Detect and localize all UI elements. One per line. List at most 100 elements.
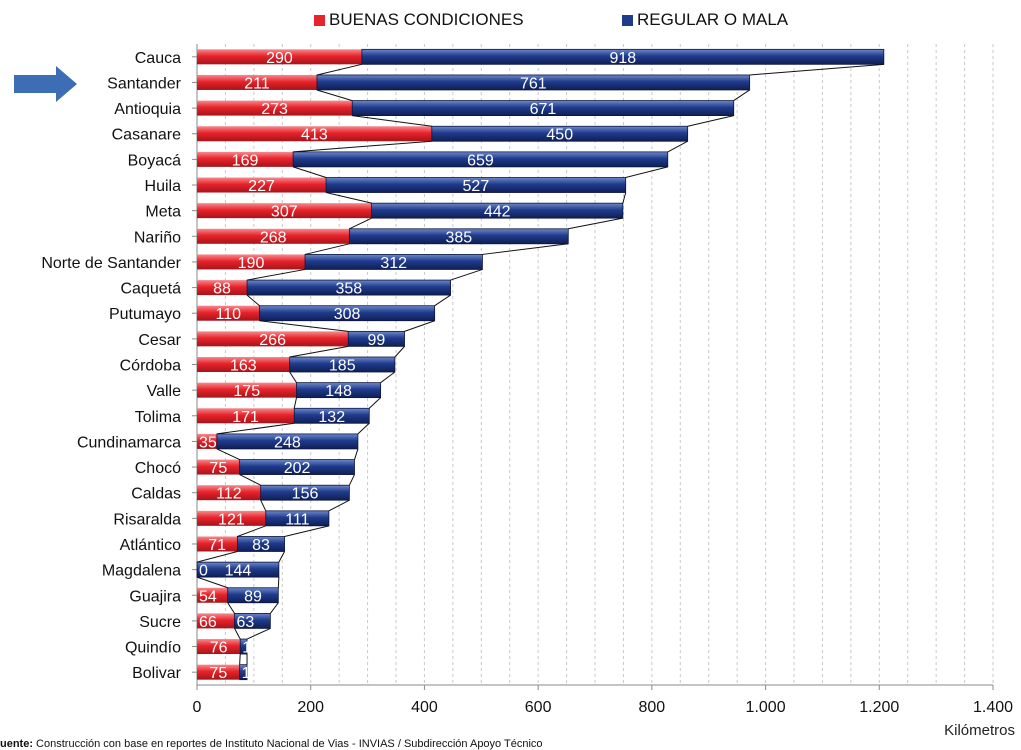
bar-bad bbox=[316, 74, 751, 91]
data-label-bad: 89 bbox=[244, 588, 262, 605]
source-note-prefix: uente: bbox=[0, 738, 33, 750]
data-label-bad: 385 bbox=[445, 229, 472, 246]
bar-good bbox=[197, 613, 235, 629]
category-label: Caquetá bbox=[121, 281, 182, 298]
category-label: Putumayo bbox=[109, 306, 181, 323]
data-label-good: 75 bbox=[209, 665, 227, 682]
data-label-bad: 659 bbox=[467, 152, 494, 169]
bar-good bbox=[197, 459, 240, 475]
bar-bad bbox=[259, 305, 436, 322]
bar-bad bbox=[234, 613, 271, 629]
category-label: Casanare bbox=[112, 127, 181, 144]
data-label-good: 211 bbox=[244, 75, 270, 92]
data-label-good: 75 bbox=[209, 460, 227, 477]
data-label-good: 88 bbox=[213, 281, 231, 298]
category-label: Atlántico bbox=[120, 537, 181, 554]
x-tick-label: 800 bbox=[639, 699, 666, 716]
bar-good bbox=[197, 177, 327, 193]
data-label-bad: 248 bbox=[274, 434, 301, 451]
data-label-bad: 312 bbox=[380, 255, 407, 272]
bar-good bbox=[197, 126, 432, 142]
legend-swatch-bad bbox=[622, 14, 633, 26]
data-label-good: 273 bbox=[261, 101, 288, 118]
bar-bad bbox=[239, 664, 248, 681]
data-label-bad: 185 bbox=[329, 358, 356, 375]
category-label: Santander bbox=[107, 75, 182, 92]
data-label-bad: 12 bbox=[242, 640, 260, 657]
category-label: Cundinamarca bbox=[77, 434, 181, 451]
bar-good bbox=[197, 433, 217, 449]
bar-good bbox=[197, 664, 240, 680]
bar-bad bbox=[361, 48, 885, 65]
data-label-good: 121 bbox=[218, 511, 245, 528]
category-label: Valle bbox=[147, 383, 181, 400]
bar-good bbox=[197, 305, 260, 321]
bar-good bbox=[197, 382, 297, 398]
data-label-good: 307 bbox=[271, 204, 298, 221]
category-label: Nariño bbox=[134, 229, 181, 246]
category-label: Bolivar bbox=[132, 665, 182, 682]
category-label: Magdalena bbox=[102, 563, 181, 580]
bar-good bbox=[197, 49, 362, 65]
data-label-good: 171 bbox=[232, 409, 259, 426]
x-tick-label: 0 bbox=[193, 699, 202, 716]
data-label-good: 268 bbox=[260, 229, 287, 246]
data-label-bad: 156 bbox=[292, 486, 319, 503]
data-label-bad: 671 bbox=[530, 101, 557, 118]
data-label-good: 66 bbox=[199, 614, 217, 631]
data-label-good: 190 bbox=[238, 255, 265, 272]
data-label-bad: 144 bbox=[225, 563, 252, 580]
legend-swatch-good bbox=[314, 14, 325, 26]
bar-bad bbox=[239, 638, 248, 655]
bar-bad bbox=[351, 100, 735, 116]
bar-bad bbox=[246, 279, 451, 296]
bar-bad bbox=[260, 484, 350, 501]
source-note-text: Construcción con base en reportes de Ins… bbox=[33, 738, 543, 750]
bar-good bbox=[197, 280, 248, 296]
data-label-bad: 442 bbox=[484, 204, 511, 221]
bar-bad bbox=[196, 561, 280, 578]
category-label: Quindío bbox=[125, 640, 181, 657]
data-label-good: 413 bbox=[301, 127, 328, 144]
bar-bad bbox=[227, 587, 279, 604]
data-label-bad: 148 bbox=[325, 383, 352, 400]
category-label: Córdoba bbox=[120, 358, 181, 375]
bar-bad bbox=[236, 536, 285, 552]
legend-item-bad: REGULAR O MALA bbox=[622, 10, 788, 30]
bar-good bbox=[197, 74, 317, 90]
data-label-good: 266 bbox=[259, 332, 286, 349]
data-label-good: 175 bbox=[233, 383, 260, 400]
category-label: Sucre bbox=[139, 614, 181, 631]
bar-bad bbox=[348, 228, 569, 245]
bar-bad bbox=[216, 433, 359, 450]
bar-good bbox=[197, 485, 261, 501]
bar-bad bbox=[293, 407, 370, 424]
category-label: Risaralda bbox=[113, 511, 181, 528]
bar-bad bbox=[371, 202, 624, 219]
bar-good bbox=[197, 357, 290, 372]
category-label: Huila bbox=[145, 178, 182, 195]
x-tick-label: 1.000 bbox=[746, 699, 786, 716]
category-label: Boyacá bbox=[128, 152, 181, 169]
category-label: Tolima bbox=[135, 409, 181, 426]
data-label-bad: 450 bbox=[546, 127, 573, 144]
data-label-bad: 527 bbox=[463, 178, 490, 195]
data-label-bad: 761 bbox=[520, 75, 547, 92]
bar-good bbox=[197, 254, 306, 270]
bar-good bbox=[197, 151, 294, 167]
data-label-good: 163 bbox=[230, 358, 257, 375]
data-label-good: 54 bbox=[199, 588, 217, 605]
data-label-good: 110 bbox=[216, 306, 242, 323]
data-label-bad: 63 bbox=[237, 614, 255, 631]
category-label: Norte de Santander bbox=[41, 255, 181, 272]
bar-good bbox=[197, 100, 353, 116]
category-label: Caldas bbox=[131, 486, 181, 503]
bar-bad bbox=[431, 125, 689, 142]
bar-good bbox=[197, 587, 228, 603]
category-label: Guajira bbox=[129, 588, 181, 605]
bar-bad bbox=[292, 151, 669, 168]
bar-bad bbox=[304, 254, 483, 270]
category-label: Chocó bbox=[135, 460, 181, 477]
data-label-good: 169 bbox=[232, 152, 259, 169]
category-label: Cesar bbox=[138, 332, 181, 349]
